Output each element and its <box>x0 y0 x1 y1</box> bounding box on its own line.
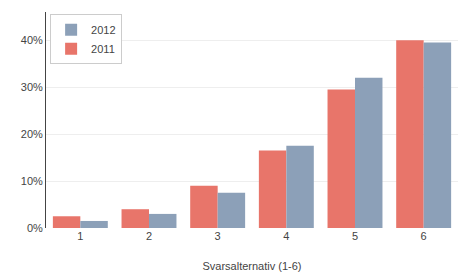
svg-text:10%: 10% <box>21 175 43 187</box>
svg-text:6: 6 <box>421 230 427 242</box>
svg-text:5: 5 <box>352 230 358 242</box>
svg-text:3: 3 <box>215 230 221 242</box>
svg-text:2012: 2012 <box>91 24 115 36</box>
svg-text:20%: 20% <box>21 128 43 140</box>
svg-text:0%: 0% <box>27 222 43 234</box>
svg-text:1: 1 <box>77 230 83 242</box>
svg-text:2011: 2011 <box>91 43 115 55</box>
svg-text:4: 4 <box>283 230 289 242</box>
svg-text:30%: 30% <box>21 81 43 93</box>
svg-text:Svarsalternativ (1-6): Svarsalternativ (1-6) <box>202 260 301 272</box>
svg-text:40%: 40% <box>21 34 43 46</box>
svg-text:2: 2 <box>146 230 152 242</box>
